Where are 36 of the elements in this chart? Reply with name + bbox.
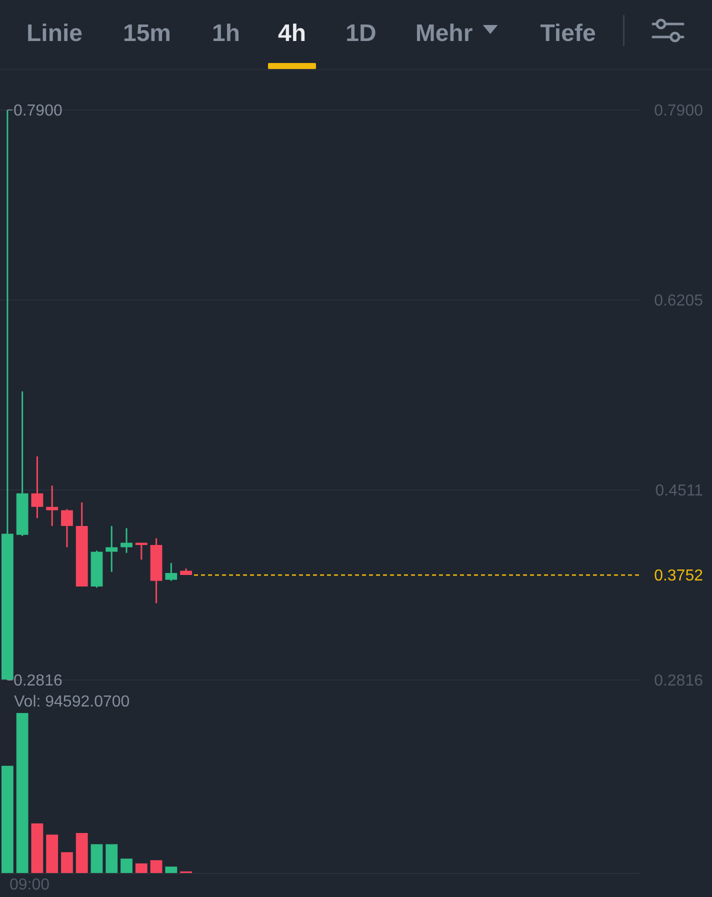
- candlestick: [61, 509, 73, 548]
- annotation: 0.2816: [13, 672, 62, 690]
- text: 15m: [122, 20, 172, 47]
- annotation: 0.7900: [13, 102, 62, 120]
- bar: [1, 766, 14, 873]
- text: Tiefe: [540, 20, 596, 47]
- bar: [120, 858, 132, 873]
- candlestick: [150, 538, 162, 604]
- bar: [90, 844, 103, 873]
- bar: [61, 852, 73, 873]
- candlestick: [76, 502, 88, 586]
- candlestick: [120, 528, 132, 553]
- text: 1h: [212, 20, 240, 47]
- chart-title: Vol: 94592.0700: [14, 694, 130, 711]
- bar: [150, 860, 162, 873]
- candlestick: [46, 486, 58, 526]
- text: Linie: [26, 20, 83, 47]
- bar: [31, 823, 44, 873]
- ref-line-label: 0.3752: [654, 568, 704, 585]
- candlestick: [16, 391, 28, 536]
- bar: [16, 713, 28, 873]
- candlestick: [180, 568, 192, 576]
- bar: [165, 866, 178, 873]
- text: 4h: [278, 20, 306, 47]
- bar: [106, 844, 118, 873]
- bar: [76, 833, 88, 873]
- candlestick: [106, 526, 118, 572]
- candlestick: [1, 110, 14, 680]
- bar: [135, 863, 148, 873]
- candlestick: [135, 542, 148, 560]
- text: Mehr: [415, 20, 473, 47]
- candlestick: [31, 456, 44, 518]
- bar: [46, 834, 58, 873]
- candlestick: [90, 550, 103, 588]
- candlestick: [165, 562, 178, 581]
- text: 1D: [346, 20, 376, 47]
